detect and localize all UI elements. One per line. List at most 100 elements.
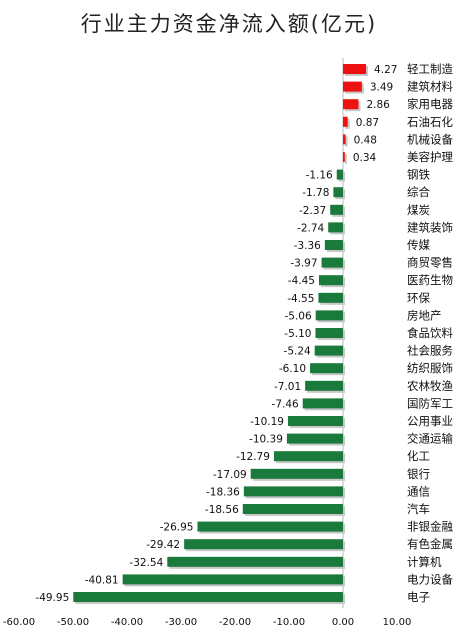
x-tick-label: -40.00 (111, 617, 143, 628)
bar (333, 187, 343, 198)
data-label: 3.49 (370, 82, 393, 94)
category-label: 通信 (407, 484, 430, 498)
category-label: 社会服务 (407, 344, 453, 358)
bar (122, 574, 343, 585)
data-label: 0.34 (353, 152, 377, 164)
category-label: 环保 (407, 291, 430, 305)
data-label: -1.78 (302, 187, 329, 199)
bar (324, 240, 343, 250)
data-label: -10.19 (250, 416, 284, 428)
bar (343, 99, 359, 110)
data-label: -1.16 (306, 170, 333, 182)
category-label: 有色金属 (407, 537, 453, 551)
bar (343, 64, 367, 74)
category-label: 家用电器 (407, 97, 453, 111)
bar (318, 292, 343, 303)
x-tick-label: -50.00 (57, 617, 89, 628)
data-label: 0.48 (354, 134, 377, 146)
data-label: 4.27 (374, 64, 397, 76)
category-label: 食品饮料 (407, 326, 453, 340)
category-label: 非银金融 (407, 520, 453, 534)
bar (343, 81, 362, 92)
data-label: -17.09 (213, 469, 247, 481)
data-label: -40.81 (85, 574, 119, 586)
category-label: 房地产 (407, 308, 442, 322)
data-label: -49.95 (35, 592, 69, 604)
category-label: 国防军工 (407, 396, 453, 410)
x-tick-label: 10.00 (383, 617, 412, 628)
bar (343, 134, 346, 145)
category-label: 公用事业 (407, 414, 453, 428)
bar (328, 222, 343, 233)
x-tick-label: -10.00 (273, 617, 305, 628)
data-label: -12.79 (236, 451, 270, 463)
category-label: 建筑装饰 (407, 220, 453, 234)
category-label: 农林牧渔 (407, 379, 453, 393)
bar (250, 468, 343, 479)
bar (315, 328, 343, 338)
bar (336, 169, 343, 180)
data-label: -18.56 (205, 504, 239, 516)
data-label: -5.06 (285, 310, 312, 322)
data-label: 2.86 (366, 99, 390, 111)
category-label: 汽车 (407, 502, 430, 516)
x-tick-label: -20.00 (219, 617, 251, 628)
data-label: -2.74 (297, 222, 324, 234)
bar (167, 556, 343, 567)
bar (184, 539, 343, 550)
data-label: -29.42 (146, 539, 180, 551)
category-label: 综合 (407, 185, 430, 199)
category-label: 建筑材料 (407, 80, 453, 94)
data-label: -18.36 (206, 486, 240, 498)
bar (315, 310, 343, 321)
x-tick-label: -30.00 (165, 617, 197, 628)
bar (318, 275, 343, 286)
data-label: -7.46 (272, 398, 299, 410)
category-label: 传媒 (407, 238, 430, 252)
x-tick-label: -60.00 (3, 617, 35, 628)
bar (310, 363, 343, 374)
bar (314, 345, 343, 356)
chart-title: 行业主力资金净流入额(亿元) (80, 12, 378, 36)
data-label: -32.54 (129, 557, 163, 569)
data-label: -26.95 (160, 522, 194, 534)
data-label: -3.36 (294, 240, 321, 252)
category-label: 石油石化 (407, 115, 453, 129)
data-label: -6.10 (279, 363, 306, 375)
category-label: 电子 (407, 590, 430, 604)
bar (305, 380, 343, 391)
bar (286, 433, 343, 444)
category-label: 电力设备 (407, 572, 453, 586)
data-label: -4.55 (287, 293, 314, 305)
data-label: -10.39 (249, 434, 283, 446)
data-label: -2.37 (299, 205, 326, 217)
bar (302, 398, 343, 409)
category-label: 化工 (407, 449, 430, 463)
bar (73, 592, 344, 602)
bar (343, 152, 345, 162)
bar (197, 521, 343, 532)
category-label: 煤炭 (407, 203, 430, 217)
category-label: 医药生物 (407, 273, 453, 287)
data-label: -4.45 (288, 275, 315, 287)
bar-shadow (345, 136, 348, 147)
category-label: 轻工制造 (407, 62, 453, 76)
bar (330, 204, 343, 215)
category-label: 钢铁 (407, 168, 430, 182)
bar (343, 116, 348, 127)
category-label: 美容护理 (407, 150, 453, 164)
category-label: 交通运输 (407, 432, 453, 446)
bar (287, 416, 343, 426)
data-label: 0.87 (356, 117, 379, 129)
bar-shadow (345, 154, 347, 164)
bar (321, 257, 343, 268)
category-label: 商贸零售 (407, 256, 453, 270)
data-label: -5.10 (284, 328, 311, 340)
category-label: 计算机 (407, 555, 442, 569)
bar (243, 486, 343, 497)
data-label: -5.24 (284, 346, 311, 358)
x-tick-label: 0.00 (332, 617, 354, 628)
category-label: 机械设备 (407, 132, 453, 146)
data-label: -3.97 (290, 258, 317, 270)
